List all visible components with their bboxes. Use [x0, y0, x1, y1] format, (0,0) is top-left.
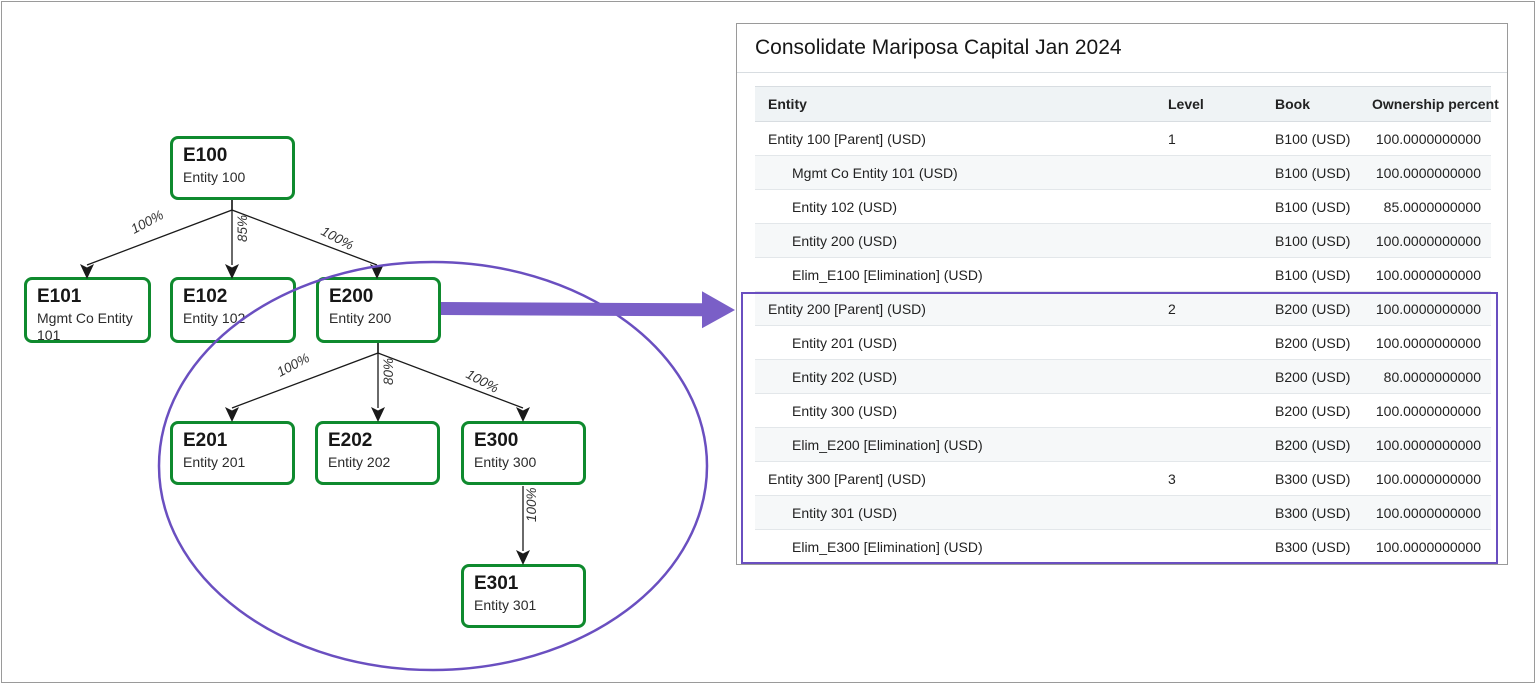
svg-text:100%: 100% — [464, 366, 502, 395]
svg-text:100%: 100% — [319, 223, 357, 252]
svg-text:80%: 80% — [381, 358, 396, 385]
svg-text:100%: 100% — [524, 487, 539, 522]
svg-text:100%: 100% — [274, 350, 312, 379]
svg-text:85%: 85% — [235, 215, 250, 242]
svg-text:100%: 100% — [128, 207, 166, 236]
